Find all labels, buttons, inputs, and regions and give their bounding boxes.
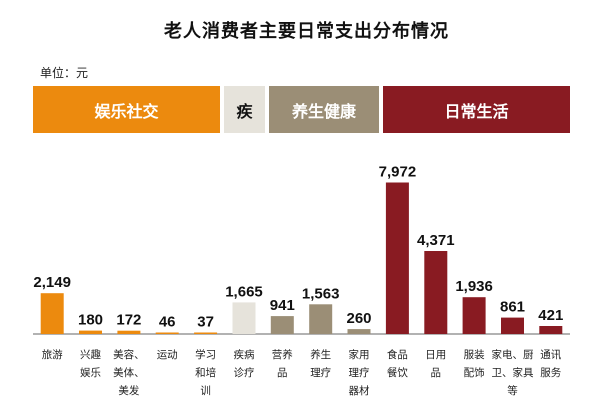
- bar-0: [40, 293, 64, 334]
- category-label-8: 家用理疗器材: [349, 348, 370, 397]
- bar-1: [79, 330, 102, 334]
- bar-5: [232, 302, 256, 334]
- value-label-9: 7,972: [379, 164, 417, 181]
- category-label-7: 养生理疗: [310, 348, 331, 379]
- band-daily-life: 日常生活: [383, 86, 570, 133]
- value-label-10: 4,371: [417, 232, 455, 249]
- bar-6: [270, 316, 294, 334]
- value-label-4: 37: [197, 314, 214, 331]
- value-label-3: 46: [159, 314, 176, 331]
- category-label-3: 运动: [157, 349, 178, 361]
- bar-10: [424, 251, 448, 334]
- value-label-6: 941: [270, 297, 295, 314]
- value-label-13: 421: [538, 307, 563, 324]
- bar-3: [155, 332, 179, 334]
- value-label-11: 1,936: [455, 278, 493, 295]
- band-disease: 疾: [224, 86, 265, 133]
- category-label-5: 疾病诊疗: [234, 348, 255, 379]
- category-label-9: 食品餐饮: [387, 348, 408, 379]
- value-label-0: 2,149: [33, 274, 71, 291]
- category-label-0: 旅游: [42, 348, 63, 361]
- category-label-4: 学习和培训: [195, 348, 216, 397]
- bar-7: [309, 304, 333, 334]
- value-label-2: 172: [116, 312, 141, 329]
- category-label-2: 美容、美体、美发: [113, 348, 145, 397]
- value-label-5: 1,665: [225, 283, 263, 300]
- category-label-13: 通讯服务: [540, 348, 561, 379]
- category-label-6: 营养品: [272, 348, 293, 379]
- band-health-wellness: 养生健康: [269, 86, 379, 133]
- value-label-8: 260: [346, 310, 371, 327]
- chart-title: 老人消费者主要日常支出分布情况: [164, 21, 449, 42]
- category-label-1: 兴趣娱乐: [80, 348, 101, 379]
- bar-13: [539, 326, 563, 334]
- bar-12: [501, 317, 524, 334]
- value-label-7: 1,563: [302, 285, 340, 302]
- category-label-10: 日用品: [425, 349, 446, 379]
- bar-4: [194, 332, 218, 334]
- band-entertainment-social: 娱乐社交: [33, 86, 220, 133]
- category-label-11: 服装配饰: [464, 348, 485, 379]
- bar-2: [117, 330, 141, 334]
- value-label-1: 180: [78, 312, 103, 329]
- bar-11: [462, 297, 486, 334]
- unit-label: 单位：元: [40, 66, 89, 80]
- value-label-12: 861: [500, 299, 525, 316]
- bar-8: [347, 329, 371, 334]
- category-label-12: 家电、厨卫、家具等: [492, 348, 534, 397]
- bar-9: [385, 182, 409, 334]
